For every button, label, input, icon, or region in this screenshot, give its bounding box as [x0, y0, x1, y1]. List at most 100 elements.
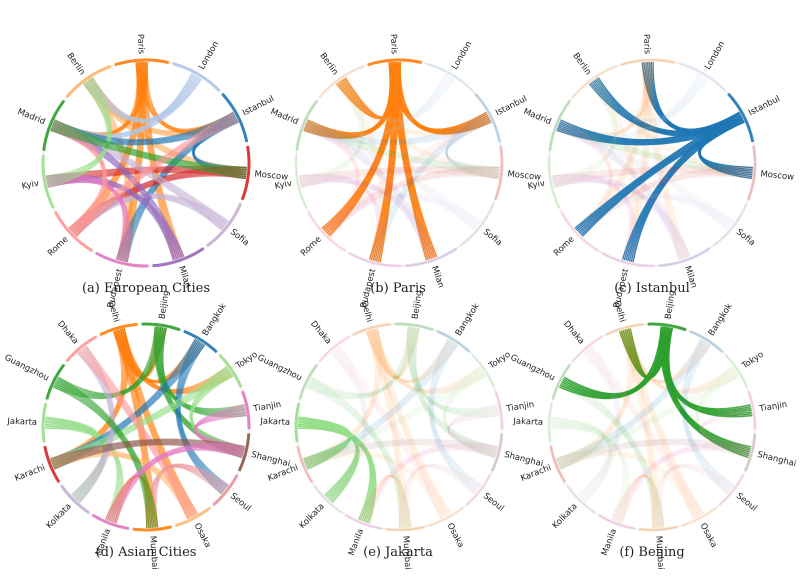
node-arc-tianjin — [241, 390, 251, 430]
chord-istanbul-budapest — [368, 111, 492, 263]
chord-guangzhou-mumbai — [558, 376, 665, 529]
chord-delhi-osaka — [366, 328, 452, 520]
city-label-tianjin: Tianjin — [252, 400, 282, 415]
node-arc-dhaka — [65, 335, 98, 363]
node-arc-istanbul — [474, 92, 502, 143]
node-arc-sofia — [459, 203, 496, 248]
chord-delhi-beijing — [366, 326, 420, 379]
city-label-karachi: Karachi — [13, 463, 46, 484]
node-arc-rome — [559, 210, 600, 253]
node-arc-manila — [344, 513, 383, 531]
node-arc-shanghai — [490, 433, 504, 472]
node-arc-rome — [306, 210, 347, 253]
chord-berlin-moscow — [335, 77, 500, 180]
city-label-rome: Rome — [46, 235, 70, 259]
chord-kyiv-berlin — [551, 77, 618, 188]
chord-osaka-karachi — [555, 449, 705, 520]
node-arc-london — [172, 62, 221, 92]
city-label-mumbai: Mumbai — [653, 536, 665, 571]
city-label-dhaka: Dhaka — [55, 319, 80, 346]
city-label-guangzhou: Guangzhou — [256, 353, 304, 384]
node-arc-delhi — [352, 322, 391, 337]
node-arc-bangkok — [183, 329, 218, 354]
chord-delhi-karachi — [555, 328, 636, 470]
node-arc-budapest — [601, 251, 655, 268]
chord-manila-shanghai — [611, 442, 752, 524]
node-arc-jakarta — [41, 402, 48, 443]
chord-bangkok-seoul — [681, 338, 735, 495]
node-arc-jakarta — [547, 402, 554, 443]
node-arc-bangkok — [436, 329, 471, 354]
city-label-bangkok: Bangkok — [454, 302, 482, 338]
node-arc-beijing — [141, 322, 181, 332]
chord-beijing-shanghai — [659, 326, 752, 459]
node-arc-tianjin — [494, 390, 504, 430]
chord-london-madrid — [303, 72, 456, 141]
node-arc-kyiv — [41, 154, 55, 209]
city-label-rome: Rome — [552, 235, 576, 259]
chord-osaka-karachi — [302, 449, 452, 520]
node-arc-karachi — [43, 445, 61, 484]
city-label-paris: Paris — [135, 34, 146, 55]
chord-guangzhou-mumbai — [305, 376, 412, 529]
node-arc-delhi — [605, 322, 644, 337]
chord-manila-shanghai — [358, 442, 499, 524]
chord-madrid-moscow — [303, 119, 500, 180]
caption-a: (a) European Cities — [81, 281, 211, 296]
caption-d: (d) Asian Cities — [95, 545, 197, 560]
chord-istanbul-madrid — [303, 111, 492, 146]
node-arc-budapest — [95, 251, 149, 268]
city-label-kolkata: Kolkata — [298, 502, 327, 531]
city-label-tianjin: Tianjin — [758, 400, 788, 415]
city-label-guangzhou: Guangzhou — [509, 353, 557, 384]
node-arc-paris — [367, 58, 423, 67]
city-label-kyiv: Kyiv — [21, 179, 40, 192]
node-arc-rome — [53, 210, 94, 253]
chord-kolkata-dhaka — [324, 345, 369, 504]
node-arc-delhi — [99, 322, 138, 337]
node-arc-mumbai — [132, 525, 173, 532]
node-arc-kolkata — [566, 484, 596, 515]
chord-bangkok-karachi — [555, 338, 712, 470]
node-arc-sofia — [206, 203, 243, 248]
chord-rome-istanbul — [574, 111, 745, 237]
node-arc-osaka — [175, 506, 211, 528]
city-label-seoul: Seoul — [481, 491, 506, 513]
node-arc-budapest — [348, 251, 402, 268]
city-label-beijing: Beijing — [411, 290, 425, 320]
node-arc-moscow — [746, 145, 757, 201]
city-label-sofia: Sofia — [228, 227, 251, 248]
city-label-beijing: Beijing — [158, 290, 172, 320]
node-arc-sofia — [712, 203, 749, 248]
city-label-madrid: Madrid — [16, 107, 47, 127]
chord-milan-kyiv — [298, 173, 438, 261]
chord-paris-milan — [388, 61, 438, 261]
node-arc-tokyo — [471, 353, 496, 388]
city-label-delhi: Delhi — [359, 300, 375, 324]
chord-sofia-madrid — [303, 119, 482, 231]
node-arc-tokyo — [724, 353, 749, 388]
chord-jakarta-manila — [550, 416, 630, 524]
node-arc-kolkata — [313, 484, 343, 515]
node-arc-manila — [91, 513, 130, 531]
chord-delhi-osaka — [619, 328, 705, 520]
city-label-paris: Paris — [641, 34, 652, 55]
city-label-bangkok: Bangkok — [707, 302, 735, 338]
node-arc-madrid — [295, 99, 319, 151]
node-arc-seoul — [465, 473, 492, 507]
node-arc-paris — [114, 58, 170, 67]
city-label-seoul: Seoul — [734, 491, 759, 513]
chord-delhi-bangkok — [619, 328, 712, 384]
city-label-jakarta: Jakarta — [259, 417, 290, 428]
node-arc-kolkata — [60, 484, 90, 515]
chord-tokyo-karachi — [555, 366, 740, 470]
node-arc-tianjin — [747, 390, 757, 430]
chord-budapest-kyiv — [298, 174, 384, 263]
chord-delhi-bangkok — [366, 328, 459, 384]
chord-shanghai-karachi — [302, 438, 499, 470]
node-arc-bangkok — [689, 329, 724, 354]
chord-madrid-moscow — [556, 119, 753, 180]
chord-shanghai-karachi — [555, 438, 752, 470]
